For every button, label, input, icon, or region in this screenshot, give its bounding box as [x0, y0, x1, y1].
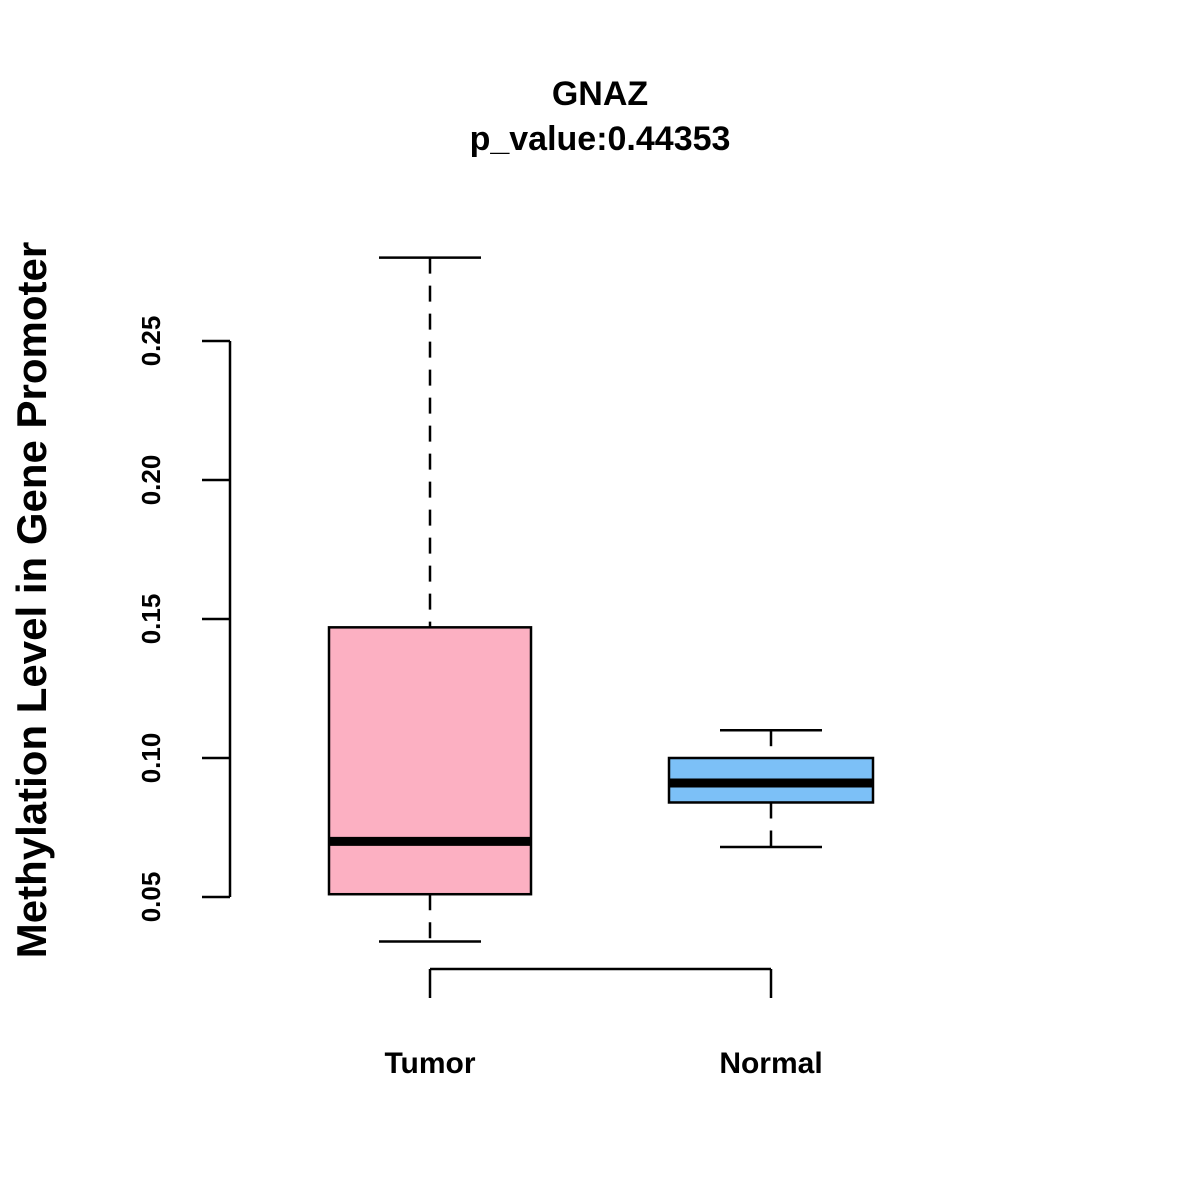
box-normal — [667, 728, 875, 849]
y-tick-label: 0.15 — [136, 594, 166, 645]
box-tumor — [327, 256, 533, 943]
boxes — [327, 256, 875, 943]
x-axis — [428, 967, 773, 998]
y-tick-label: 0.20 — [136, 455, 166, 506]
x-tick-label: Normal — [719, 1047, 822, 1080]
category-labels: Tumor Normal — [384, 1047, 822, 1080]
y-tick-label: 0.05 — [136, 872, 166, 923]
chart-title: GNAZ — [552, 75, 648, 113]
y-tick-label: 0.10 — [136, 733, 166, 784]
y-axis-ticks: 0.05 0.10 0.15 0.20 0.25 — [136, 316, 230, 923]
x-tick-label: Tumor — [384, 1047, 475, 1080]
y-tick-label: 0.25 — [136, 316, 166, 367]
y-axis-label: Methylation Level in Gene Promoter — [8, 242, 55, 958]
chart-subtitle: p_value:0.44353 — [470, 120, 731, 158]
iqr-box — [327, 626, 533, 896]
